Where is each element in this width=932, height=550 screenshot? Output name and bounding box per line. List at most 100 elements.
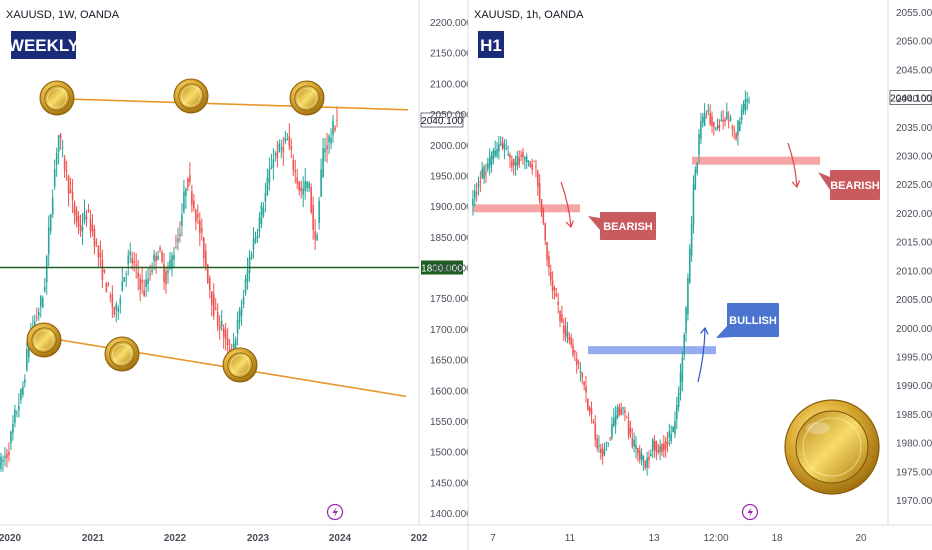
hourly-candle — [590, 401, 593, 424]
hourly-price-axis[interactable]: 2055.000 2050.000 2045.000 2040.000 2035.000… — [896, 8, 932, 507]
hourly-candle — [740, 104, 743, 125]
weekly-candle — [111, 285, 114, 318]
hourly-candle — [546, 241, 548, 267]
supply-zone[interactable] — [692, 156, 820, 165]
hourly-price-tick: 1990.000 — [896, 381, 932, 392]
weekly-candle — [16, 410, 18, 418]
weekly-candle — [272, 148, 275, 180]
hourly-time-tick: 7 — [490, 533, 496, 544]
hourly-candle — [596, 434, 598, 452]
weekly-candle — [37, 307, 40, 321]
weekly-price-tick: 1500.000 — [430, 448, 472, 459]
weekly-candle — [109, 292, 112, 303]
weekly-price-axis[interactable]: 2200.000 2150.000 2100.000 2050.000 2000.000… — [430, 18, 472, 520]
hourly-candle — [518, 150, 521, 168]
weekly-candle — [69, 177, 72, 194]
hourly-candle — [605, 441, 608, 451]
weekly-candle — [274, 150, 277, 162]
weekly-candle — [296, 169, 299, 190]
weekly-support-price-label: 1800.000 — [421, 264, 463, 275]
gold-coin-icon — [173, 78, 209, 114]
weekly-candle — [336, 106, 338, 128]
hourly-candle — [681, 351, 684, 392]
weekly-candle — [212, 283, 215, 320]
weekly-candle — [278, 139, 281, 153]
weekly-time-axis[interactable]: 2020 2021 2022 2023 2024 202 — [0, 533, 428, 544]
weekly-time-tick: 2024 — [329, 533, 352, 544]
supply-zone[interactable] — [473, 204, 580, 213]
weekly-candle — [127, 249, 130, 276]
hourly-candle — [705, 110, 708, 119]
weekly-price-tick: 1800.000 — [430, 264, 472, 275]
hourly-candle — [562, 318, 565, 341]
weekly-candle — [2, 455, 4, 472]
weekly-candle — [250, 251, 253, 261]
hourly-candle — [494, 140, 496, 158]
weekly-candle — [105, 282, 108, 293]
weekly-candle — [135, 253, 137, 279]
hourly-candle — [707, 103, 710, 116]
weekly-candle — [264, 182, 267, 213]
weekly-candle — [175, 234, 177, 249]
hourly-price-tick: 1980.000 — [896, 439, 932, 450]
weekly-time-tick: 2022 — [164, 533, 187, 544]
weekly-chart-panel[interactable]: 2040.100 1800.000 2200.000 2150.000 2100.00… — [0, 0, 472, 550]
hourly-candle — [572, 338, 574, 358]
weekly-candle — [18, 393, 20, 418]
weekly-price-tick: 1750.000 — [430, 294, 472, 305]
hourly-candle — [692, 175, 695, 234]
annotation-callout: BEARISH — [588, 212, 656, 240]
hourly-time-tick: 12:00 — [703, 533, 728, 544]
weekly-candle — [266, 168, 269, 196]
weekly-candle — [24, 374, 26, 388]
hourly-candle — [507, 145, 509, 156]
weekly-candle — [246, 257, 249, 290]
annotation-callout: BEARISH — [818, 170, 880, 200]
hourly-candle — [527, 160, 530, 167]
lightning-icon[interactable] — [741, 503, 759, 521]
hourly-candle — [722, 109, 724, 130]
weekly-candle — [95, 238, 98, 247]
weekly-candle — [254, 231, 257, 245]
weekly-candle — [159, 245, 161, 253]
hourly-candle — [688, 244, 691, 284]
hourly-candle — [472, 190, 474, 216]
demand-zone[interactable] — [588, 346, 716, 355]
weekly-candle — [133, 252, 136, 272]
weekly-candle — [177, 227, 179, 251]
weekly-time-tick: 2021 — [82, 533, 105, 544]
weekly-candle — [288, 123, 291, 151]
hourly-time-tick: 18 — [771, 533, 783, 544]
weekly-candle — [35, 307, 38, 322]
hourly-candle — [522, 147, 524, 165]
hourly-candle — [637, 447, 639, 462]
weekly-candle — [173, 246, 175, 269]
lightning-icon[interactable] — [326, 503, 344, 521]
hourly-candle — [509, 152, 511, 168]
hourly-candle — [714, 127, 717, 132]
hourly-candle — [739, 117, 741, 132]
hourly-candle — [524, 156, 526, 170]
hourly-candle — [690, 215, 693, 262]
hourly-candle — [703, 103, 706, 127]
hourly-candle — [612, 408, 615, 428]
hourly-candle — [700, 112, 702, 145]
weekly-candle — [193, 194, 195, 212]
weekly-candle — [280, 139, 283, 159]
lower-trendline[interactable] — [29, 334, 407, 398]
upper-trendline[interactable] — [57, 97, 409, 111]
weekly-badge-background — [11, 31, 76, 59]
weekly-badge-label: WEEKLY — [8, 36, 80, 55]
weekly-candle — [262, 201, 265, 218]
hourly-candle — [579, 362, 582, 382]
weekly-candle — [93, 225, 96, 255]
direction-arrow-icon — [560, 181, 574, 229]
hourly-price-tick: 2025.000 — [896, 180, 932, 191]
hourly-candle — [553, 285, 556, 300]
weekly-candle — [101, 249, 104, 289]
weekly-candle — [115, 301, 118, 323]
weekly-candle — [43, 278, 46, 293]
hourly-time-axis[interactable]: 7 11 13 12:00 18 20 — [490, 533, 867, 544]
weekly-candle — [6, 448, 8, 468]
